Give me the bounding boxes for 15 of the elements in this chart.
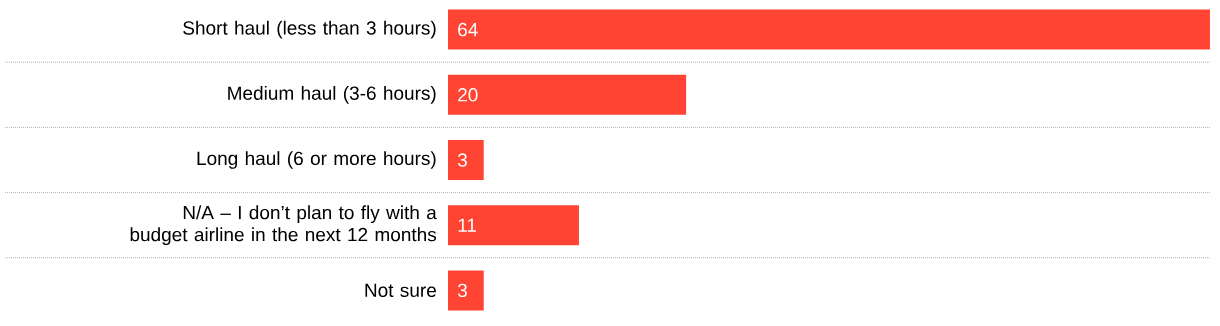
data-label: 3: [457, 283, 467, 298]
y-tick-label: N/A – I don’t plan to fly with a budget airline in the next 12 months: [130, 205, 437, 246]
bar: [448, 74, 687, 115]
data-label: 11: [458, 218, 476, 232]
data-label: 64: [458, 22, 478, 37]
y-tick-label: Long haul (6 or more hours): [197, 151, 436, 169]
y-tick-label: Not sure: [365, 283, 436, 298]
bar: [448, 139, 484, 180]
bar: [448, 270, 484, 311]
bar: [448, 9, 1210, 50]
y-tick-label: Medium haul (3-6 hours): [228, 85, 436, 104]
data-label: 3: [457, 153, 467, 167]
y-tick-label: Short haul (less than 3 hours): [183, 20, 436, 39]
data-label: 20: [458, 88, 478, 102]
bar: [448, 205, 579, 246]
